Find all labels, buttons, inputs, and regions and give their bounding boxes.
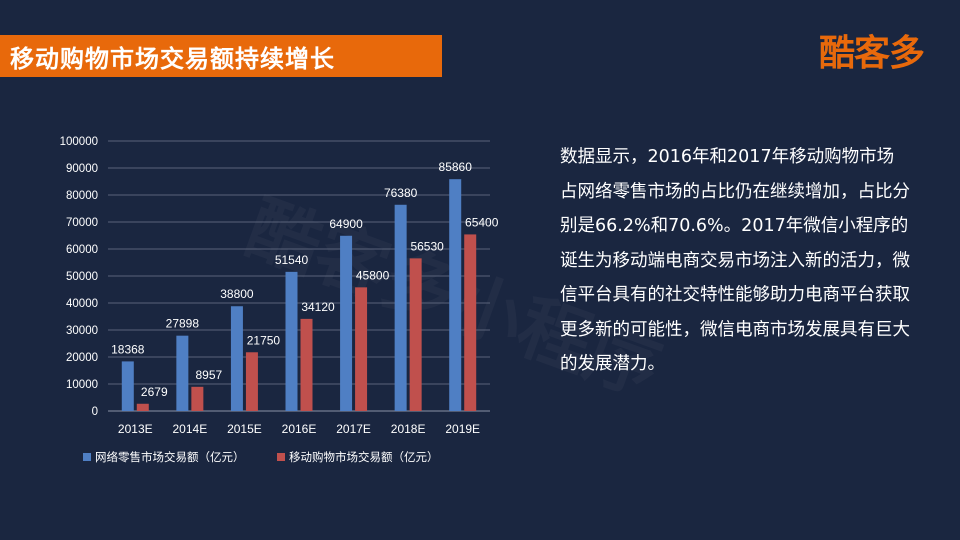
bar-online-retail (176, 335, 189, 411)
bar-online-retail (285, 271, 298, 411)
data-label: 38800 (220, 287, 254, 301)
bars (121, 179, 477, 411)
legend-swatch (83, 453, 91, 461)
data-labels: 18368 2679 27898 8957 38800 21750 51540 34120 64… (111, 160, 499, 399)
description-text: 数据显示，2016年和2017年移动购物市场占网络零售市场的占比仍在继续增加，占… (560, 147, 910, 374)
x-tick-label: 2014E (173, 422, 208, 436)
y-tick-label: 70000 (66, 217, 98, 229)
bar-online-retail (121, 361, 134, 411)
y-tick-label: 60000 (66, 244, 98, 256)
axis-labels: 0 10000 20000 30000 40000 50000 60000 70000 8000… (60, 136, 480, 436)
y-tick-label: 30000 (66, 325, 98, 337)
data-label: 65400 (465, 215, 499, 229)
bar-mobile-shopping (300, 318, 313, 411)
legend-label: 移动购物市场交易额（亿元） (289, 450, 439, 464)
data-label: 34120 (301, 300, 335, 314)
brand-logo: 酷客多 (818, 33, 925, 74)
bar-mobile-shopping (409, 258, 422, 411)
y-tick-label: 40000 (66, 298, 98, 310)
data-label: 64900 (329, 217, 363, 231)
y-tick-label: 50000 (66, 271, 98, 283)
x-tick-label: 2013E (118, 422, 153, 436)
bar-mobile-shopping (191, 386, 204, 411)
legend-label: 网络零售市场交易额（亿元） (95, 450, 245, 464)
x-tick-label: 2016E (282, 422, 317, 436)
x-tick-label: 2019E (445, 422, 480, 436)
data-label: 45800 (356, 268, 390, 282)
bar-online-retail (449, 179, 462, 411)
y-tick-label: 90000 (66, 163, 98, 175)
y-tick-label: 80000 (66, 190, 98, 202)
bar-mobile-shopping (245, 352, 258, 411)
x-tick-label: 2017E (336, 422, 371, 436)
legend-swatch (277, 453, 285, 461)
data-label: 18368 (111, 342, 145, 356)
bar-mobile-shopping (464, 234, 477, 411)
bar-mobile-shopping (136, 403, 149, 411)
data-label: 2679 (141, 385, 168, 399)
bar-online-retail (394, 204, 407, 411)
data-label: 56530 (410, 239, 444, 253)
y-tick-label: 0 (92, 406, 98, 418)
x-tick-label: 2015E (227, 422, 262, 436)
bar-online-retail (340, 235, 353, 411)
data-label: 27898 (166, 317, 200, 331)
bar-mobile-shopping (355, 287, 368, 411)
y-tick-label: 20000 (66, 352, 98, 364)
x-tick-label: 2018E (391, 422, 426, 436)
y-tick-label: 10000 (66, 379, 98, 391)
grid-lines (108, 140, 490, 412)
data-label: 21750 (247, 333, 281, 347)
title-bar: 移动购物市场交易额持续增长 (0, 35, 442, 77)
page-title: 移动购物市场交易额持续增长 (10, 44, 335, 73)
y-tick-label: 100000 (60, 136, 98, 148)
data-label: 51540 (275, 253, 309, 267)
data-label: 85860 (439, 160, 473, 174)
data-label: 8957 (196, 368, 223, 382)
bar-online-retail (230, 306, 243, 411)
legend: 网络零售市场交易额（亿元） 移动购物市场交易额（亿元） (83, 450, 439, 464)
data-label: 76380 (384, 186, 418, 200)
